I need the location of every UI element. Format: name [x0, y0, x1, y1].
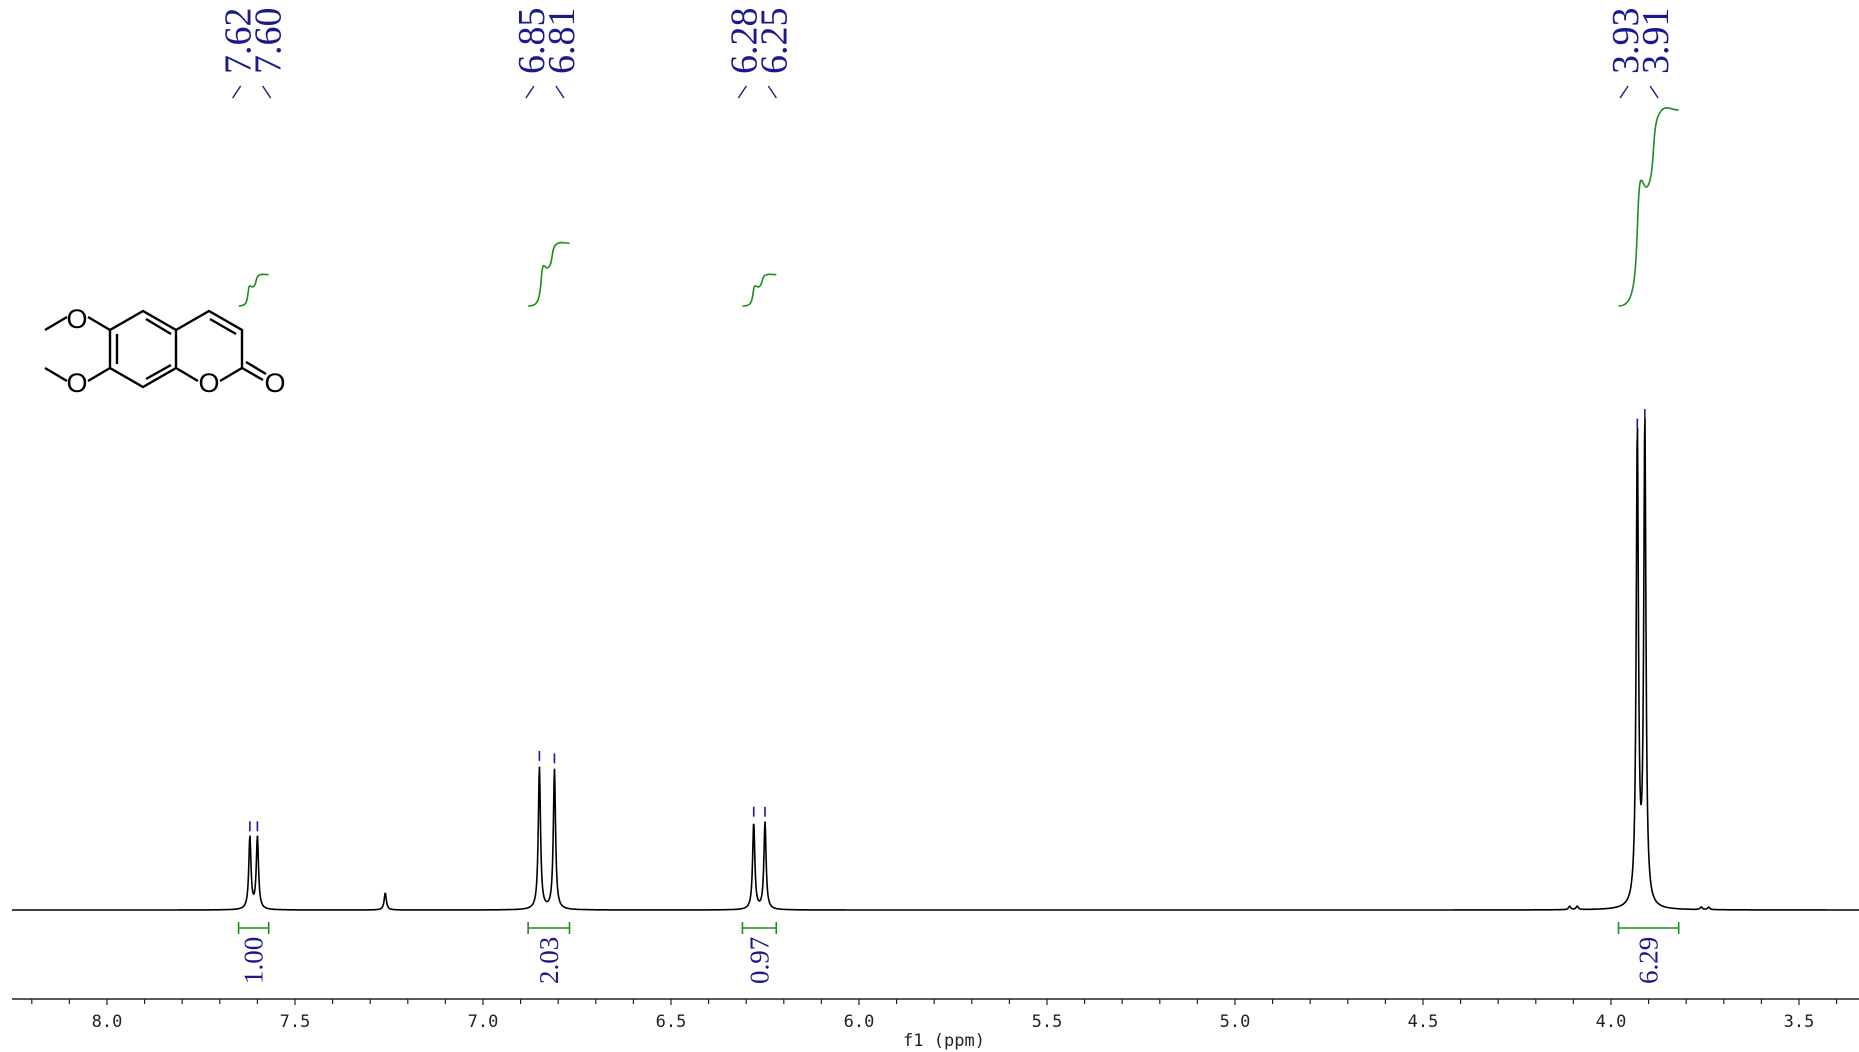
peak-label-layer: 7.627.60 6.856.81 6.286.25 3.933.91 — [218, 8, 1677, 832]
x-tick-label: 4.5 — [1408, 1012, 1439, 1032]
peak-label: 6.25 — [753, 8, 795, 75]
ring-oxygen-label: O — [198, 368, 219, 398]
peak-label-group: 6.856.81 — [511, 8, 583, 764]
x-tick-label: 3.5 — [1784, 1012, 1815, 1032]
peak-label: 3.93 — [1605, 8, 1647, 75]
x-tick-label: 7.5 — [280, 1012, 311, 1032]
x-tick-label: 8.0 — [92, 1012, 123, 1032]
spectrum-trace — [12, 418, 1859, 911]
x-axis-ticks: 8.0 7.5 7.0 6.5 6.0 5.5 5.0 4.5 4.0 3.5 — [31, 999, 1838, 1032]
x-tick-label: 6.0 — [844, 1012, 875, 1032]
peak-label-group: 6.286.25 — [723, 8, 795, 817]
x-tick-label: 5.0 — [1220, 1012, 1251, 1032]
integral-curve — [742, 273, 777, 307]
peak-label-bracket — [555, 85, 565, 99]
integration-bracket: 2.03 — [527, 922, 571, 984]
x-axis-title: f1 (ppm) — [903, 1031, 985, 1051]
x-tick-label: 7.0 — [468, 1012, 499, 1032]
integration-layer: 1.00 2.03 0.97 6.29 — [237, 922, 1680, 984]
peak-label-bracket — [232, 85, 242, 99]
peak-label: 6.28 — [723, 8, 765, 75]
peak-label: 6.81 — [541, 8, 583, 75]
peak-label-group: 3.933.91 — [1605, 8, 1677, 429]
carbonyl-bond — [241, 360, 267, 382]
pyranone-double-bond — [209, 317, 237, 336]
peak-label: 7.60 — [248, 8, 290, 75]
integral-curve — [1618, 106, 1679, 307]
methoxy-oxygen-6-label: O — [66, 304, 87, 334]
integration-bracket: 6.29 — [1617, 922, 1680, 984]
x-tick-label: 5.5 — [1032, 1012, 1063, 1032]
peak-label-group: 7.627.60 — [218, 8, 290, 832]
x-tick-label: 4.0 — [1596, 1012, 1627, 1032]
integration-value: 0.97 — [744, 937, 774, 984]
peak-label-bracket — [767, 85, 777, 99]
peak-label-bracket — [262, 85, 272, 99]
peak-label-bracket — [1649, 85, 1659, 99]
integration-value: 2.03 — [534, 937, 564, 984]
integration-bracket: 0.97 — [741, 922, 778, 984]
peak-label-bracket — [737, 85, 747, 99]
peak-label: 6.85 — [511, 8, 553, 75]
peak-label: 7.62 — [218, 8, 260, 75]
benzene-ring — [108, 309, 178, 389]
integral-curve — [238, 273, 269, 307]
peak-label-bracket — [525, 85, 535, 99]
peak-label-bracket — [1619, 85, 1629, 99]
integral-curve — [528, 241, 570, 307]
pyranone-ring — [175, 309, 244, 383]
methoxy-bonds — [44, 315, 111, 383]
integration-bracket: 1.00 — [237, 922, 270, 984]
carbonyl-oxygen-label: O — [264, 368, 285, 398]
structure-atom-labels: O O O O — [66, 304, 285, 398]
peak-label: 3.91 — [1635, 8, 1677, 75]
integral-curve-layer — [238, 106, 1679, 307]
methoxy-oxygen-7-label: O — [66, 368, 87, 398]
integration-value: 6.29 — [1634, 937, 1664, 984]
integration-value: 1.00 — [239, 937, 269, 984]
benzene-inner-bonds — [115, 317, 172, 381]
x-tick-label: 6.5 — [656, 1012, 687, 1032]
chemical-structure — [44, 309, 267, 389]
